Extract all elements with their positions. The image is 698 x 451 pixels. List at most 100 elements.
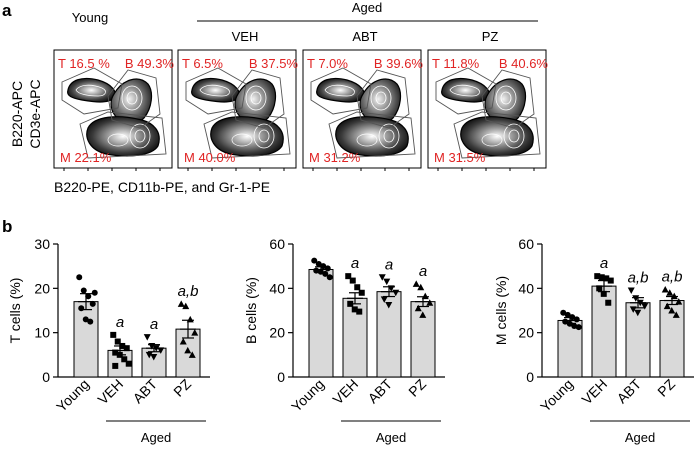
data-point bbox=[596, 285, 603, 292]
y-tick-label: 60 bbox=[269, 236, 285, 252]
data-point bbox=[76, 274, 83, 281]
y-tick-label: 20 bbox=[269, 325, 285, 341]
significance-label: a,b bbox=[662, 268, 683, 285]
data-point bbox=[629, 306, 637, 313]
category-label: VEH bbox=[94, 376, 126, 408]
facs-m-label: M 31.2% bbox=[309, 150, 361, 165]
facs-t-label: T 16.5 % bbox=[58, 56, 110, 71]
data-point bbox=[417, 283, 425, 291]
data-point bbox=[315, 260, 322, 267]
data-point bbox=[78, 305, 85, 312]
significance-label: a bbox=[419, 263, 427, 280]
data-point bbox=[82, 316, 89, 323]
panel-b-letter: b bbox=[2, 217, 12, 236]
bar-abt bbox=[141, 347, 167, 378]
facs-t-label: T 7.0% bbox=[307, 56, 348, 71]
data-point bbox=[603, 275, 610, 282]
y-tick-label: 30 bbox=[34, 236, 50, 252]
data-point bbox=[152, 345, 160, 352]
bar-young bbox=[73, 301, 99, 378]
data-point bbox=[125, 360, 132, 367]
significance-label: a bbox=[351, 255, 359, 272]
data-point bbox=[571, 323, 578, 330]
facs-t-label: T 6.5% bbox=[182, 56, 223, 71]
bar-charts: 0 10 20 30 T cells (%) Young a VEH a ABT a,b PZ Aged… bbox=[7, 236, 694, 445]
data-point bbox=[112, 362, 119, 369]
bar-chart-2: 0 20 40 60 B cells (%) Young a VEH a ABT a PZ Aged bbox=[243, 236, 445, 445]
facs-b-label: B 39.6% bbox=[374, 56, 424, 71]
aged-group-label: Aged bbox=[376, 430, 406, 445]
data-point bbox=[191, 329, 199, 336]
data-point bbox=[184, 346, 192, 354]
data-point bbox=[675, 298, 683, 305]
data-point bbox=[157, 347, 165, 354]
data-point bbox=[91, 289, 98, 296]
data-point bbox=[85, 293, 92, 300]
bar-young bbox=[308, 268, 334, 378]
bar-chart-3: 0 20 40 60 M cells (%) Young a VEH a,b ABT a,b PZ Ag… bbox=[493, 236, 694, 445]
data-point bbox=[326, 274, 333, 281]
data-point bbox=[600, 290, 607, 297]
y-tick-label: 0 bbox=[42, 369, 50, 385]
data-point bbox=[564, 311, 571, 318]
data-point bbox=[356, 308, 363, 315]
facs-plot-2: T 6.5% B 37.5% M 40.0% bbox=[177, 49, 299, 171]
significance-label: a bbox=[385, 256, 393, 273]
aged-group-label: Aged bbox=[141, 430, 171, 445]
panel-a-aged-label: Aged bbox=[352, 0, 382, 15]
data-point bbox=[566, 320, 573, 327]
y-tick-label: 40 bbox=[269, 280, 285, 296]
y-tick-label: 0 bbox=[526, 369, 534, 385]
category-label: Young bbox=[537, 376, 576, 415]
bar-pz bbox=[659, 300, 685, 378]
y-axis-label: B cells (%) bbox=[243, 277, 259, 344]
data-point bbox=[112, 349, 119, 356]
data-point bbox=[80, 287, 87, 294]
data-point bbox=[148, 342, 156, 350]
data-point bbox=[634, 309, 642, 317]
data-point bbox=[324, 265, 331, 272]
data-point bbox=[119, 342, 126, 349]
significance-label: a,b bbox=[628, 270, 649, 287]
data-point bbox=[317, 268, 324, 275]
data-point bbox=[313, 267, 320, 274]
facs-b-label: B 49.3% bbox=[125, 56, 175, 71]
data-point bbox=[569, 314, 576, 321]
y-tick-label: 10 bbox=[34, 325, 50, 341]
aged-group-label: Aged bbox=[625, 430, 655, 445]
y-tick-label: 20 bbox=[518, 325, 534, 341]
y-tick-label: 40 bbox=[518, 280, 534, 296]
significance-label: a bbox=[150, 316, 158, 333]
category-label: PZ bbox=[405, 375, 429, 399]
data-point bbox=[358, 289, 365, 296]
facs-plot-1: T 16.5 % B 49.3% M 22.1% bbox=[53, 49, 175, 171]
category-label: PZ bbox=[654, 375, 678, 399]
y-tick-label: 60 bbox=[518, 236, 534, 252]
facs-plot-4: T 11.8% B 40.6% M 31.5% bbox=[427, 49, 549, 171]
data-point bbox=[349, 277, 356, 284]
data-point bbox=[311, 257, 318, 264]
data-point bbox=[670, 292, 678, 300]
data-point bbox=[419, 311, 427, 318]
data-point bbox=[354, 284, 361, 291]
data-point bbox=[627, 287, 635, 295]
data-point bbox=[383, 278, 391, 286]
data-point bbox=[145, 351, 153, 359]
bar-chart-1: 0 10 20 30 T cells (%) Young a VEH a ABT a,b PZ Aged bbox=[7, 236, 210, 445]
category-label: VEH bbox=[578, 376, 610, 408]
facs-group-label-pz: PZ bbox=[482, 29, 499, 44]
data-point bbox=[110, 331, 117, 338]
data-point bbox=[179, 338, 187, 345]
data-point bbox=[345, 273, 352, 280]
data-point bbox=[641, 303, 649, 310]
data-point bbox=[412, 280, 420, 287]
panel-a-x-axis-label: B220-PE, CD11b-PE, and Gr-1-PE bbox=[54, 179, 270, 195]
facs-b-label: B 37.5% bbox=[249, 56, 299, 71]
significance-label: a bbox=[116, 314, 124, 331]
facs-b-label: B 40.6% bbox=[499, 56, 549, 71]
data-point bbox=[121, 356, 128, 363]
data-point bbox=[385, 301, 393, 309]
category-label: Young bbox=[53, 376, 92, 415]
facs-m-label: M 31.5% bbox=[434, 150, 486, 165]
